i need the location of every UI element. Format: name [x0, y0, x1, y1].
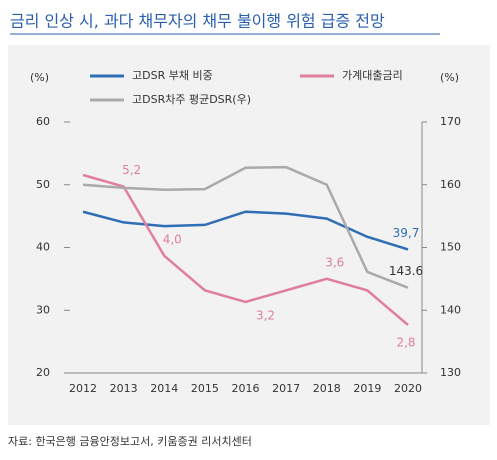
y-unit: (%) [30, 71, 49, 84]
x-tick-label: 2015 [191, 382, 219, 395]
x-tick-label: 2018 [313, 382, 341, 395]
y-tick-label: 50 [36, 178, 50, 191]
x-tick-label: 2019 [353, 382, 381, 395]
x-tick-label: 2020 [394, 382, 422, 395]
x-tick-label: 2012 [69, 382, 97, 395]
y2-tick-label: 130 [440, 366, 461, 379]
y2-tick-label: 170 [440, 115, 461, 128]
plot-background [8, 45, 490, 425]
data-label: 2,8 [396, 336, 415, 350]
y-tick-label: 60 [36, 115, 50, 128]
y-tick-label: 20 [36, 366, 50, 379]
data-label: 143.6 [389, 264, 423, 278]
legend-label: 가계대출금리 [342, 69, 403, 82]
x-tick-label: 2017 [272, 382, 300, 395]
data-label: 4,0 [163, 232, 182, 246]
x-tick-label: 2016 [232, 382, 260, 395]
line-series [82, 165, 409, 289]
y2-tick-label: 160 [440, 178, 461, 191]
data-label: 39,7 [393, 226, 420, 240]
data-label: 3,2 [256, 308, 275, 322]
legend-label: 고DSR차주 평균DSR(우) [132, 93, 251, 106]
y-tick-label: 30 [36, 303, 50, 316]
y2-tick-label: 140 [440, 303, 461, 316]
line-series [82, 173, 409, 326]
x-tick-label: 2014 [150, 382, 178, 395]
x-tick-label: 2013 [110, 382, 138, 395]
y-tick-label: 40 [36, 241, 50, 254]
y2-unit: (%) [440, 71, 459, 84]
data-label: 3,6 [325, 255, 344, 269]
y2-tick-label: 150 [440, 241, 461, 254]
line-series [82, 210, 409, 251]
legend-label: 고DSR 부채 비중 [132, 69, 213, 82]
data-label: 5,2 [122, 163, 141, 177]
source: 자료: 한국은행 금융안정보고서, 키움증권 리서치센터 [8, 435, 252, 448]
chart-title: 금리 인상 시, 과다 채무자의 채무 불이행 위험 급증 전망 [10, 12, 385, 31]
